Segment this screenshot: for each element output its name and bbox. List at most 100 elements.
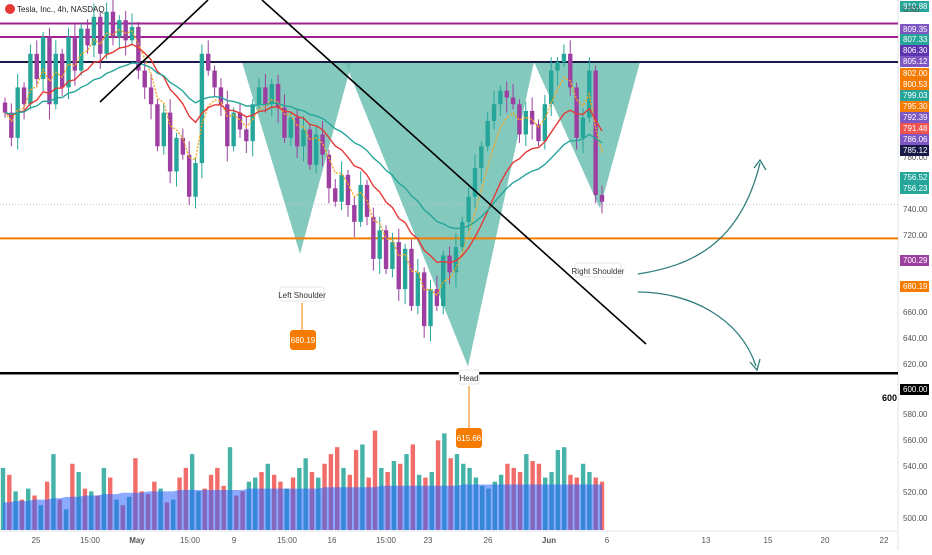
candle-body bbox=[40, 36, 46, 80]
candle-body bbox=[529, 110, 535, 125]
price-tag-805.12[interactable] bbox=[900, 56, 929, 67]
candle-body bbox=[472, 168, 478, 197]
time-label: 22 bbox=[880, 536, 889, 545]
head-label-box bbox=[458, 369, 480, 385]
candle-body bbox=[326, 154, 332, 189]
candle-body bbox=[542, 104, 548, 142]
candle-body bbox=[415, 272, 421, 306]
candle-body bbox=[98, 16, 103, 54]
price-tag-text: 786.06 bbox=[903, 135, 928, 144]
volume-bar bbox=[442, 433, 447, 530]
price-tag-text: 792.39 bbox=[903, 113, 928, 122]
price-tick-740: 740.00 bbox=[903, 205, 928, 214]
candle-body bbox=[123, 20, 128, 41]
candle-body bbox=[155, 104, 160, 147]
price-tag-809.35[interactable] bbox=[900, 24, 929, 35]
price-tag-text: 810.88 bbox=[903, 2, 928, 11]
candle-body bbox=[479, 146, 484, 169]
price-tag-802.00[interactable] bbox=[900, 68, 929, 79]
price-tag-791.48[interactable] bbox=[900, 123, 929, 134]
time-label: 15:00 bbox=[80, 536, 101, 545]
candle-body bbox=[28, 53, 33, 105]
price-tag-810.88[interactable] bbox=[900, 1, 929, 12]
price-tag-text: 756.23 bbox=[903, 184, 928, 193]
ema-slow-line bbox=[4, 62, 603, 230]
candle-body bbox=[536, 124, 541, 142]
bearish-projection-arrow[interactable] bbox=[637, 291, 757, 367]
price-tag-756.52[interactable] bbox=[900, 172, 929, 183]
bullish-arrow-head bbox=[753, 158, 767, 171]
candle-body bbox=[174, 137, 179, 172]
candle-body bbox=[244, 129, 249, 142]
candle-body bbox=[250, 104, 255, 142]
candle-body bbox=[47, 36, 52, 105]
candle-body bbox=[79, 28, 84, 71]
price-tag-text: 795.30 bbox=[903, 102, 928, 111]
candle-body bbox=[72, 36, 78, 71]
candle-body bbox=[199, 53, 205, 164]
candle-body bbox=[225, 104, 230, 147]
time-label: 26 bbox=[484, 536, 493, 545]
candle-body bbox=[307, 129, 313, 165]
candle-body bbox=[288, 117, 293, 138]
price-tag-600.00[interactable] bbox=[900, 384, 929, 395]
candle-body bbox=[460, 221, 465, 248]
price-tick-660: 660.00 bbox=[903, 308, 928, 317]
candle-body bbox=[282, 107, 287, 138]
candle-body bbox=[428, 289, 433, 327]
price-tick-500: 500.00 bbox=[903, 514, 928, 523]
candle-body bbox=[510, 97, 516, 105]
candle-body bbox=[333, 188, 338, 202]
time-label: 23 bbox=[424, 536, 433, 545]
price-tag-text: 791.48 bbox=[903, 124, 928, 133]
candle-body bbox=[466, 196, 471, 222]
price-tick-560: 560.00 bbox=[903, 436, 928, 445]
ascending-trendline[interactable] bbox=[99, 0, 209, 103]
symbol-logo-icon bbox=[5, 4, 15, 14]
candle-body bbox=[117, 20, 122, 37]
price-tag-786.06[interactable] bbox=[900, 134, 929, 145]
price-tag-text: 805.12 bbox=[903, 57, 928, 66]
bullish-projection-arrow[interactable] bbox=[637, 162, 761, 275]
candle-body bbox=[2, 102, 8, 113]
volume-bar bbox=[51, 454, 56, 530]
candle-body bbox=[59, 53, 65, 88]
candle-body bbox=[129, 26, 135, 41]
candle-body bbox=[206, 53, 211, 71]
time-label: 15 bbox=[764, 536, 773, 545]
price-tag-756.23[interactable] bbox=[900, 183, 929, 194]
right-shoulder-label: Right Shoulder bbox=[572, 267, 625, 276]
volume-bar bbox=[227, 447, 233, 530]
candle-body bbox=[441, 255, 446, 306]
price-tag-700.29[interactable] bbox=[900, 255, 929, 266]
callout-615-box bbox=[456, 428, 482, 448]
price-tag-795.30[interactable] bbox=[900, 101, 929, 112]
price-tag-792.39[interactable] bbox=[900, 112, 929, 123]
price-tag-807.33[interactable] bbox=[900, 34, 929, 45]
candle-body bbox=[34, 53, 39, 80]
price-tag-680.19[interactable] bbox=[900, 281, 929, 292]
volume-bar bbox=[372, 430, 378, 530]
time-label: 20 bbox=[821, 536, 830, 545]
candle-body bbox=[371, 216, 376, 259]
candle-body bbox=[314, 134, 319, 165]
time-label: 15:00 bbox=[180, 536, 201, 545]
right-shoulder-label-box bbox=[574, 262, 622, 278]
candle-body bbox=[66, 36, 71, 88]
candle-body bbox=[352, 205, 357, 222]
candle-body bbox=[136, 26, 141, 71]
price-tick-580: 580.00 bbox=[903, 410, 928, 419]
price-tag-785.12[interactable] bbox=[900, 145, 929, 156]
price-tag-799.03[interactable] bbox=[900, 90, 929, 101]
time-label: 13 bbox=[702, 536, 711, 545]
candle-body bbox=[390, 242, 395, 269]
price-tag-806.30[interactable] bbox=[900, 45, 929, 56]
symbol-title: Tesla, Inc., 4h, NASDAQ bbox=[17, 5, 105, 14]
price-tag-800.53[interactable] bbox=[900, 79, 929, 90]
price-tick-520: 520.00 bbox=[903, 488, 928, 497]
candle-body bbox=[491, 104, 497, 122]
currency-label: USD bbox=[903, 5, 920, 14]
descending-trendline[interactable] bbox=[261, 0, 647, 345]
